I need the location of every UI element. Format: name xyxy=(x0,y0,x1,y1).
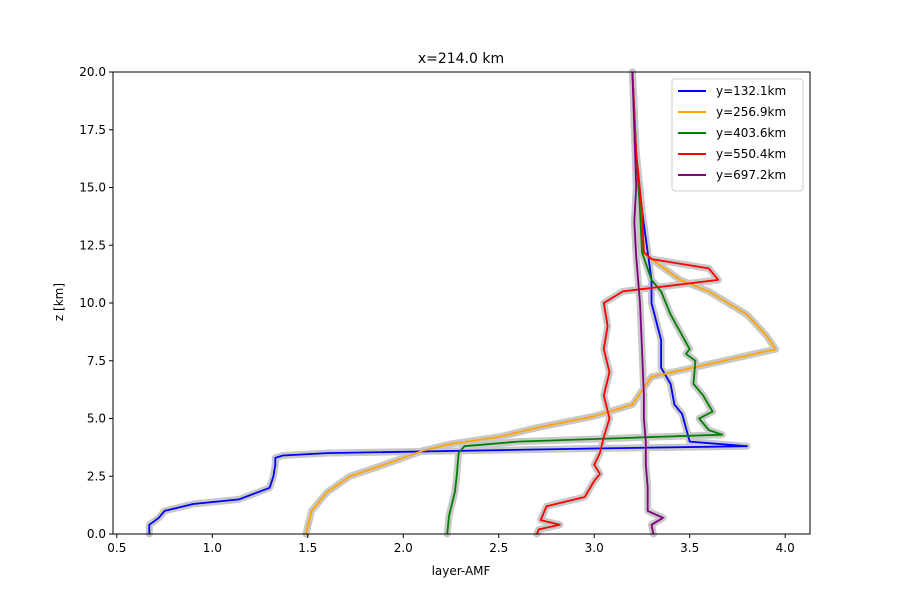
chart-title: x=214.0 km xyxy=(418,51,504,67)
x-tick-label: 0.5 xyxy=(107,541,126,555)
x-axis-ticks: 0.5 1.0 1.5 2.0 2.5 3.0 3.5 4.0 xyxy=(107,534,795,555)
series-layer xyxy=(145,68,780,538)
series-line-5 xyxy=(631,71,664,535)
y-tick-label: 12.5 xyxy=(79,238,106,252)
x-tick-label: 4.0 xyxy=(776,541,795,555)
x-tick-label: 3.5 xyxy=(680,541,699,555)
y-tick-label: 5.0 xyxy=(87,412,106,426)
y-tick-label: 10.0 xyxy=(79,296,106,310)
x-tick-label: 1.0 xyxy=(203,541,222,555)
y-axis-ticks: 0.0 2.5 5.0 7.5 10.0 12.5 15.0 17.5 20.0 xyxy=(79,65,113,541)
legend-label: y=550.4km xyxy=(716,147,786,161)
x-tick-label: 2.5 xyxy=(489,541,508,555)
legend-box xyxy=(671,78,804,192)
y-axis-label: z [km] xyxy=(52,283,66,321)
x-tick-label: 1.5 xyxy=(298,541,317,555)
legend-label: y=256.9km xyxy=(716,105,786,119)
legend-label: y=697.2km xyxy=(716,168,786,182)
y-tick-label: 0.0 xyxy=(87,527,106,541)
legend-label: y=403.6km xyxy=(716,126,786,140)
series-line-4 xyxy=(536,71,720,535)
x-axis-label: layer-AMF xyxy=(432,564,491,578)
series-line-1 xyxy=(148,71,748,534)
y-tick-label: 2.5 xyxy=(87,469,106,483)
y-tick-label: 17.5 xyxy=(79,123,106,137)
x-tick-label: 2.0 xyxy=(394,541,413,555)
x-tick-label: 3.0 xyxy=(585,541,604,555)
legend: y=132.1km y=256.9km y=403.6km y=550.4km y=69… xyxy=(671,78,804,192)
y-tick-label: 15.0 xyxy=(79,181,106,195)
y-tick-label: 7.5 xyxy=(87,354,106,368)
series-line-3 xyxy=(446,71,724,535)
y-tick-label: 20.0 xyxy=(79,65,106,79)
series-line-2 xyxy=(305,71,777,535)
legend-label: y=132.1km xyxy=(716,84,786,98)
